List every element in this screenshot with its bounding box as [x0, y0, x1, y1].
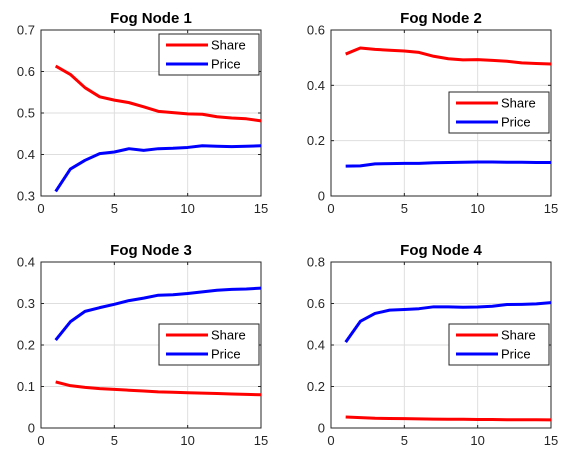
series-line-price: [54, 286, 262, 341]
panel-4: 0 5 10 15 0 0.2 0.4 0.6 0.8 Fog Node 4 Share Price: [307, 242, 558, 448]
chart-title: Fog Node 1: [110, 10, 192, 27]
chart-title: Fog Node 4: [400, 242, 482, 259]
series-line-share: [54, 64, 262, 123]
series-line-share: [345, 46, 552, 66]
y-tick-label: 0.2: [307, 379, 325, 394]
legend-label-price: Price: [501, 347, 531, 362]
x-tick-label: 0: [37, 433, 44, 448]
x-tick-label: 15: [544, 201, 558, 216]
x-tick-label: 15: [254, 433, 268, 448]
y-tick-label: 0.2: [307, 133, 325, 148]
panel-3: 0 5 10 15 0 0.1 0.2 0.3 0.4 Fog Node 3 Share Price: [17, 242, 268, 448]
x-tick-label: 5: [111, 433, 118, 448]
y-tick-label: 0: [318, 421, 325, 436]
y-tick-label: 0.3: [17, 189, 35, 204]
y-tick-label: 0.6: [307, 296, 325, 311]
y-tick-label: 0.6: [17, 64, 35, 79]
x-tick-label: 10: [470, 201, 484, 216]
x-tick-label: 10: [470, 433, 484, 448]
legend: Share Price: [158, 323, 260, 366]
legend-label-share: Share: [501, 96, 536, 111]
y-tick-label: 0.5: [17, 106, 35, 121]
legend-label-price: Price: [211, 57, 241, 72]
x-tick-label: 5: [401, 201, 408, 216]
y-tick-label: 0.1: [17, 379, 35, 394]
y-tick-label: 0.4: [307, 338, 325, 353]
y-tick-label: 0.6: [307, 23, 325, 38]
chart-title: Fog Node 2: [400, 10, 482, 27]
panel-2: 0 5 10 15 0 0.2 0.4 0.6 Fog Node 2 Share Price: [307, 10, 558, 216]
panel-1: 0 5 10 15 0.3 0.4 0.5 0.6 0.7 Fog Node 1 Share Pric…: [17, 10, 268, 216]
series-line-price: [54, 144, 262, 193]
x-tick-label: 0: [327, 433, 334, 448]
x-tick-label: 5: [401, 433, 408, 448]
legend-box: [158, 323, 260, 366]
legend-box: [448, 323, 550, 366]
y-tick-label: 0.7: [17, 23, 35, 38]
series-line-price: [345, 160, 551, 168]
x-tick-label: 15: [544, 433, 558, 448]
series-line-share: [55, 380, 262, 397]
legend-box: [448, 91, 550, 134]
chart-title: Fog Node 3: [110, 242, 192, 259]
y-tick-label: 0.4: [17, 255, 35, 270]
legend-label-share: Share: [211, 38, 246, 53]
y-tick-label: 0.3: [17, 296, 35, 311]
x-tick-label: 0: [37, 201, 44, 216]
y-tick-label: 0.2: [17, 338, 35, 353]
x-tick-label: 5: [111, 201, 118, 216]
legend: Share Price: [158, 33, 260, 76]
series-line-price: [344, 301, 552, 343]
legend: Share Price: [448, 91, 550, 134]
y-tick-label: 0: [318, 189, 325, 204]
legend-label-price: Price: [211, 347, 241, 362]
x-tick-label: 10: [180, 201, 194, 216]
y-tick-label: 0: [28, 421, 35, 436]
axes-box: [330, 29, 552, 197]
legend-label-price: Price: [501, 115, 531, 130]
legend-label-share: Share: [501, 328, 536, 343]
x-tick-label: 15: [254, 201, 268, 216]
legend-box: [158, 33, 260, 76]
series-line-share: [345, 415, 552, 422]
legend-label-share: Share: [211, 328, 246, 343]
y-tick-label: 0.8: [307, 255, 325, 270]
x-tick-label: 10: [180, 433, 194, 448]
y-tick-label: 0.4: [307, 78, 325, 93]
y-tick-label: 0.4: [17, 147, 35, 162]
x-tick-label: 0: [327, 201, 334, 216]
legend: Share Price: [448, 323, 550, 366]
